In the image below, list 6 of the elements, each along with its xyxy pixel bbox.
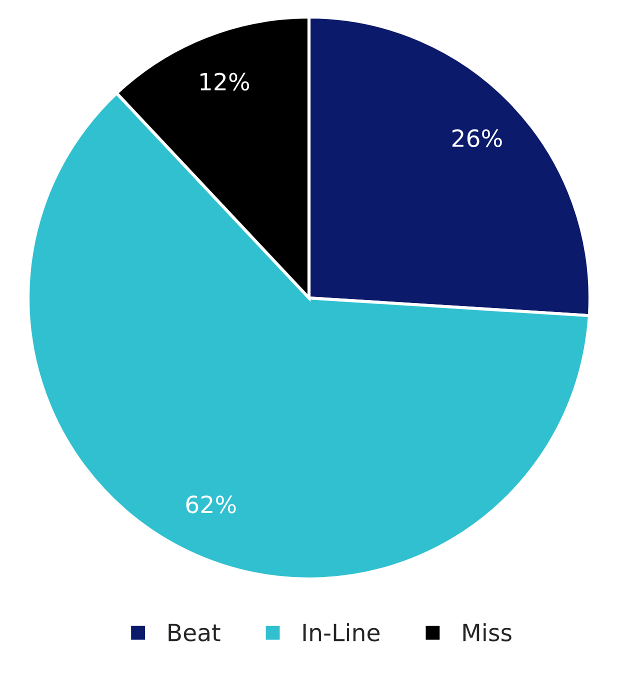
legend-label: Miss — [463, 623, 512, 642]
data-label: 62% — [186, 495, 236, 514]
data-label: 12% — [200, 72, 250, 91]
legend-label: In-Line — [303, 623, 380, 642]
data-label: 26% — [452, 129, 502, 148]
legend-label: Beat — [168, 624, 220, 642]
